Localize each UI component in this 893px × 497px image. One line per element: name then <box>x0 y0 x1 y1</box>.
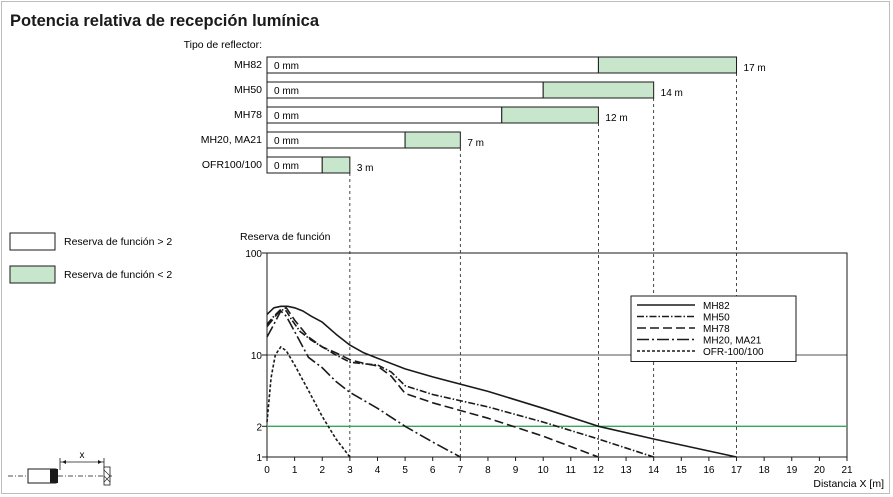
bar-start-label: 0 mm <box>274 86 299 97</box>
legend-label: Reserva de función > 2 <box>64 236 172 248</box>
range-drop-lines <box>349 73 737 457</box>
bar-reserve-low <box>321 156 351 174</box>
x-tick-label: 8 <box>485 465 491 476</box>
y-tick-label: 100 <box>245 249 262 260</box>
bar-end-label: 14 m <box>661 88 683 99</box>
bar-end-label: 17 m <box>744 63 766 74</box>
legend-series-label: OFR-100/100 <box>703 347 764 358</box>
bar-reserve-high <box>266 81 544 99</box>
sensor-distance-label: x <box>80 450 85 461</box>
legend-series-label: MH20, MA21 <box>703 336 762 347</box>
x-tick-label: 10 <box>538 465 550 476</box>
x-tick-label: 15 <box>676 465 688 476</box>
function-reserve-legend: Reserva de función > 2 Reserva de función… <box>9 232 172 284</box>
x-tick-label: 17 <box>731 465 743 476</box>
x-tick-label: 13 <box>620 465 632 476</box>
legend-series-label: MH82 <box>703 301 730 312</box>
x-tick-label: 4 <box>375 465 381 476</box>
y-tick-label: 1 <box>256 453 262 464</box>
reflector-type-header: Tipo de reflector: <box>184 39 262 51</box>
curve-mh20-ma21 <box>266 310 461 458</box>
legend-series-label: MH50 <box>703 313 730 324</box>
x-tick-label: 14 <box>648 465 660 476</box>
y-tick-label: 10 <box>251 351 263 362</box>
x-tick-label: 9 <box>513 465 519 476</box>
x-tick-label: 19 <box>786 465 798 476</box>
range-bars: 0 mm 17 m 0 mm 14 m 0 mm 12 m 0 mm 7 m 0 mm 3 m <box>266 56 766 174</box>
x-tick-label: 5 <box>402 465 408 476</box>
bar-reserve-low <box>542 81 655 99</box>
reflector-label: MH78 <box>234 109 262 121</box>
bar-start-label: 0 mm <box>274 61 299 72</box>
through-beam-sensor-icon <box>8 458 112 486</box>
x-tick-label: 16 <box>703 465 715 476</box>
reflector-label: MH50 <box>234 84 262 96</box>
reflector-label: MH20, MA21 <box>201 134 262 146</box>
legend-swatch <box>9 265 56 284</box>
legend-swatch <box>9 232 56 251</box>
page-title: Potencia relativa de recepción lumínica <box>10 12 320 30</box>
curve-mh82 <box>266 305 737 458</box>
curve-ofr-100-100 <box>266 346 351 458</box>
bar-reserve-high <box>266 56 599 74</box>
x-tick-label: 1 <box>292 465 298 476</box>
y-tick-label: 2 <box>256 422 262 433</box>
bar-reserve-low <box>404 131 461 149</box>
y-axis-ticks: 1 2 10 100 <box>245 249 267 464</box>
bar-reserve-low <box>597 56 738 74</box>
curve-mh50 <box>266 308 654 458</box>
x-tick-label: 11 <box>566 465 577 476</box>
reflector-label: OFR100/100 <box>202 159 262 171</box>
legend-label: Reserva de función < 2 <box>64 269 172 281</box>
bar-start-label: 0 mm <box>274 161 299 172</box>
reflector-labels: MH82 MH50 MH78 MH20, MA21 OFR100/100 <box>201 59 262 171</box>
x-axis-ticks: 0 1 2 3 4 5 6 7 8 9 10 11 12 13 14 15 16 17 18 19 20 21 <box>264 457 853 476</box>
legend-series-label: MH78 <box>703 324 730 335</box>
curve-mh78 <box>266 307 599 458</box>
x-tick-label: 18 <box>759 465 771 476</box>
bar-start-label: 0 mm <box>274 111 299 122</box>
x-tick-label: 0 <box>264 465 270 476</box>
bar-end-label: 3 m <box>357 163 374 174</box>
x-tick-label: 2 <box>319 465 325 476</box>
y-axis-label: Reserva de función <box>240 231 331 243</box>
bar-reserve-low <box>501 106 599 124</box>
x-tick-label: 7 <box>458 465 464 476</box>
x-tick-label: 6 <box>430 465 436 476</box>
bar-reserve-high <box>266 106 503 124</box>
x-tick-label: 12 <box>593 465 605 476</box>
x-tick-label: 20 <box>814 465 826 476</box>
x-tick-label: 21 <box>841 465 853 476</box>
function-reserve-curves <box>266 305 737 458</box>
bar-end-label: 7 m <box>467 138 484 149</box>
bar-end-label: 12 m <box>605 113 627 124</box>
x-axis-label: Distancia X [m] <box>813 478 884 490</box>
reflector-label: MH82 <box>234 59 262 71</box>
bar-start-label: 0 mm <box>274 136 299 147</box>
x-tick-label: 3 <box>347 465 353 476</box>
